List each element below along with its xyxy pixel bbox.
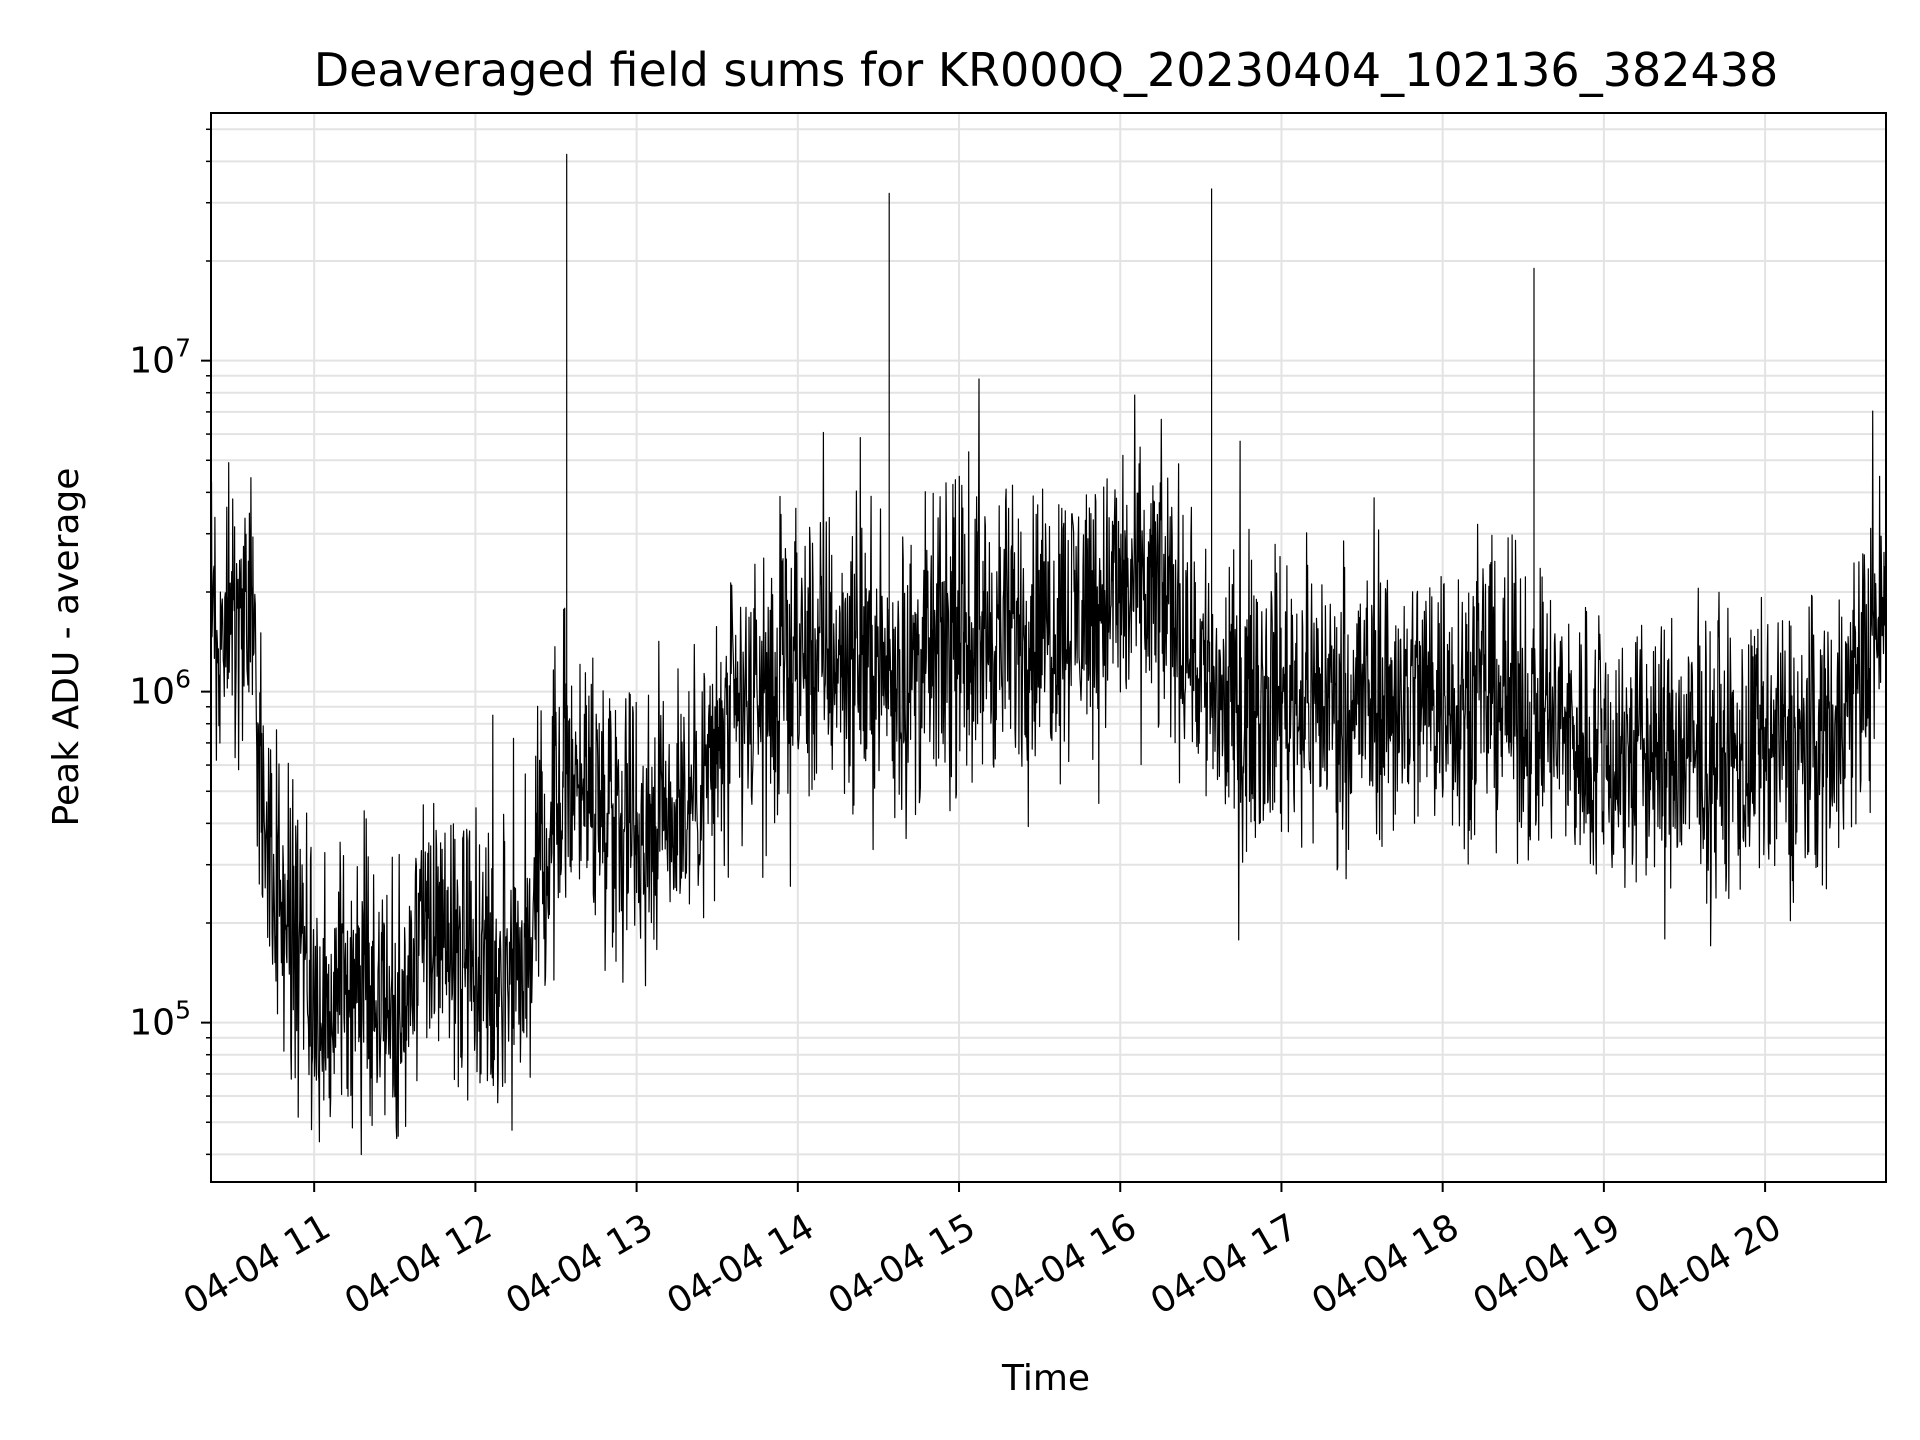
x-tick-label: 04-04 17 (1144, 1206, 1305, 1322)
x-tick-label: 04-04 20 (1628, 1206, 1789, 1322)
grid (211, 113, 1886, 1182)
chart-title: Deaveraged field sums for KR000Q_2023040… (314, 43, 1779, 97)
x-tick-label: 04-04 14 (660, 1206, 821, 1322)
x-tick-label: 04-04 13 (499, 1206, 660, 1322)
series-line (210, 153, 1887, 1156)
x-axis-label: Time (1001, 1358, 1090, 1399)
x-tick-label: 04-04 12 (338, 1206, 499, 1322)
y-axis: 105 106 107 (129, 128, 211, 1156)
y-tick-label: 105 (129, 996, 191, 1044)
x-tick-label: 04-04 11 (177, 1206, 338, 1322)
x-tick-label: 04-04 19 (1467, 1206, 1628, 1322)
y-tick-label: 106 (129, 665, 191, 713)
x-tick-label: 04-04 15 (822, 1206, 983, 1322)
x-tick-label: 04-04 16 (983, 1206, 1144, 1322)
plot-area (210, 112, 1887, 1183)
x-axis: 04-04 11 04-04 12 04-04 13 04-04 14 04-04 15… (177, 1182, 1789, 1323)
y-tick-label: 107 (129, 334, 191, 382)
y-axis-label: Peak ADU - average (46, 468, 87, 827)
x-tick-label: 04-04 18 (1305, 1206, 1466, 1322)
